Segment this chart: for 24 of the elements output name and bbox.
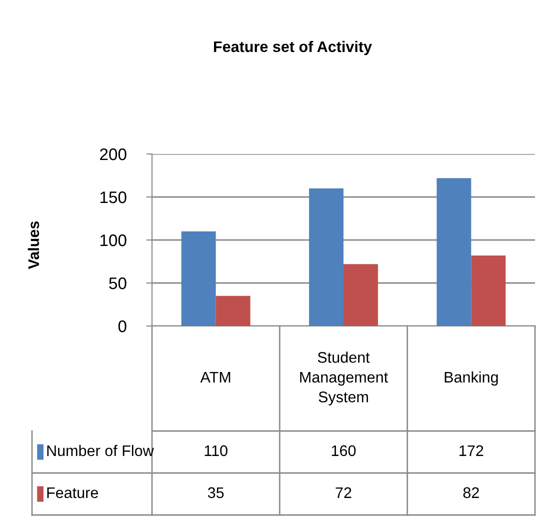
- y-axis-title: Values: [28, 221, 40, 270]
- bar: [471, 255, 506, 326]
- y-tick-label: 200: [100, 148, 126, 160]
- chart-title: Feature set of Activity: [214, 40, 372, 56]
- x-tick-label: Banking: [444, 371, 498, 386]
- bar: [344, 264, 378, 326]
- data-label: 82: [463, 487, 479, 498]
- y-tick-label: 100: [100, 234, 126, 246]
- bar: [216, 296, 250, 326]
- legend-label: Feature: [47, 487, 98, 498]
- data-label: 110: [204, 445, 228, 456]
- y-tick-label: 50: [109, 277, 126, 290]
- y-tick-label: 0: [118, 320, 126, 332]
- data-label: 35: [208, 487, 224, 498]
- data-label: 160: [332, 445, 356, 456]
- bar: [309, 188, 344, 326]
- y-tick-label: 150: [100, 191, 126, 204]
- data-label: 72: [336, 487, 352, 498]
- bar: [181, 231, 216, 326]
- bar: [436, 178, 472, 326]
- x-tick-label: Student Management System: [300, 352, 388, 406]
- data-label: 172: [460, 445, 484, 456]
- legend-label: Number of Flow: [47, 444, 154, 456]
- x-tick-label: ATM: [200, 372, 230, 382]
